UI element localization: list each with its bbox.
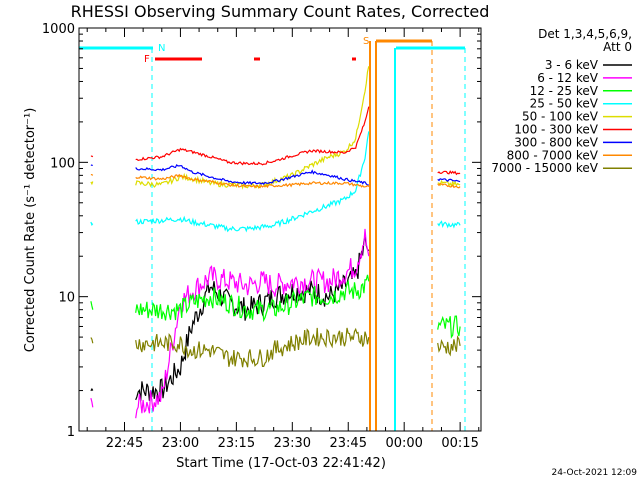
legend-entry-label: 100 - 300 keV [514,123,598,137]
series-line [135,274,370,323]
flare-flag-label: F [144,54,150,65]
legend-entry-label: 800 - 7000 keV [507,148,599,162]
legend-entry-label: 25 - 50 keV [530,97,599,111]
saa-flag-label: S [363,36,369,47]
x-axis-label: Start Time (17-Oct-03 22:41:42) [176,456,386,471]
series-line [437,170,461,176]
series-line [135,106,370,166]
series-line [437,315,461,339]
legend-entry-label: 3 - 6 keV [545,58,599,72]
legend-header-line2: Att 0 [603,40,632,54]
y-axis-label: Corrected Count Rate (s⁻¹ detector⁻¹) [23,108,38,353]
series-line [90,337,94,344]
chart-title: RHESSI Observing Summary Count Rates, Co… [71,2,490,21]
series-line [437,220,461,229]
series-line [90,155,94,158]
legend-entry-label: 12 - 25 keV [530,84,599,98]
series-line [135,131,370,233]
series-line [90,301,94,310]
legend-entry-label: 7000 - 15000 keV [491,161,598,175]
series-line [135,163,369,186]
x-tick-label: 23:45 [330,436,367,451]
series-line [437,178,461,183]
series-line [135,327,370,368]
y-tick-label: 10 [58,291,75,306]
y-tick-label: 1000 [42,22,75,37]
series-line [135,228,370,419]
y-tick-label: 1 [67,425,75,440]
x-tick-label: 23:30 [274,436,311,451]
x-tick-label: 00:00 [385,436,422,451]
series-line [90,174,94,176]
x-tick-label: 23:15 [218,436,255,451]
series-line [135,173,370,189]
footer-timestamp: 24-Oct-2021 12:09 [552,468,638,478]
series-line [135,236,370,402]
legend-entry-label: 300 - 800 keV [514,135,598,149]
y-tick-label: 100 [50,156,75,171]
series-line [135,66,370,190]
series-line [90,387,94,392]
legend-header-line1: Det 1,3,4,5,6,9, [538,27,632,41]
series-line [90,397,94,408]
x-tick-label: 00:15 [441,436,478,451]
legend-entry-label: 6 - 12 keV [537,71,599,85]
series-line [437,183,461,189]
x-tick-label: 22:45 [106,436,143,451]
series-line [90,221,94,227]
legend-entry-label: 50 - 100 keV [522,110,599,124]
axes: 1 10 100 1000 22:45 23:00 23:15 23:30 23:45 00:00… [42,22,481,451]
series-layer [90,66,461,419]
series-line [437,335,461,357]
series-line [90,181,94,186]
night-flag-label: N [158,43,165,54]
status-overlay: NF S [79,36,466,431]
plot-frame [78,27,482,432]
x-tick-label: 23:00 [162,436,199,451]
